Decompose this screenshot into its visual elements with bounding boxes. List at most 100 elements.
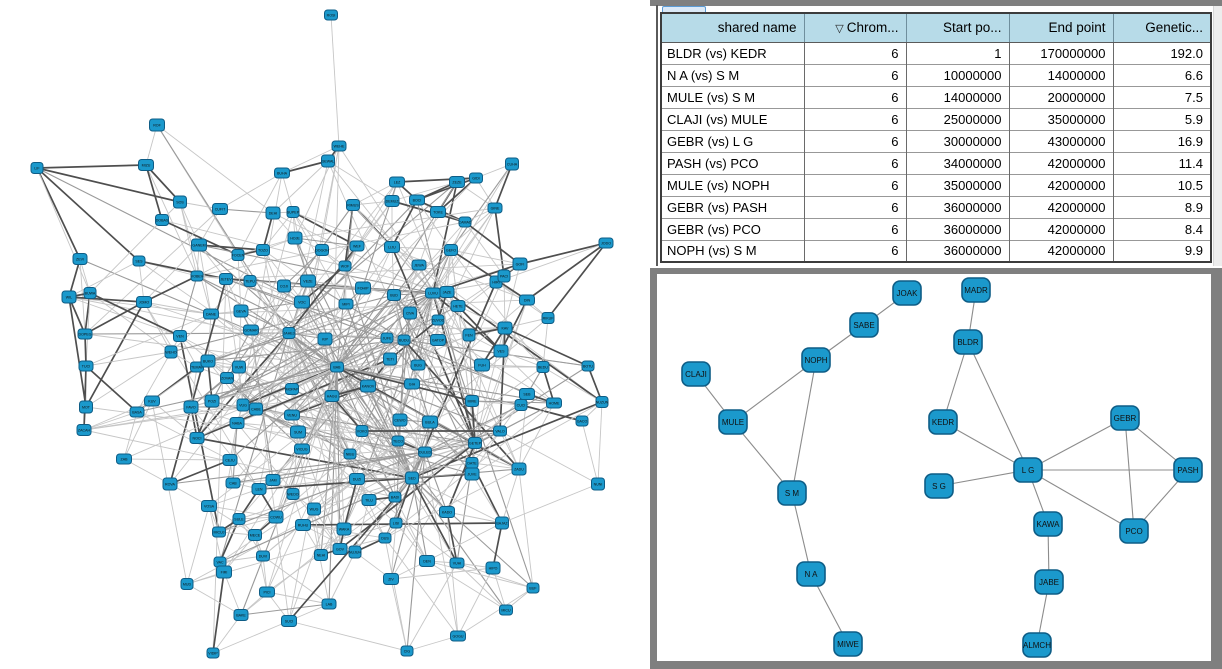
network-edge[interactable] [336,292,434,368]
network-edge[interactable] [474,404,522,444]
network-edge[interactable] [394,496,428,562]
network-node[interactable]: GOV [332,543,348,555]
network-node[interactable]: BAJAZ [495,516,509,530]
table-cell[interactable]: 9.9 [1112,239,1211,262]
network-node[interactable]: NUJUH [348,545,362,559]
network-edge[interactable] [457,587,534,637]
network-node[interactable]: MECE [248,529,262,541]
network-edge[interactable] [457,305,506,329]
network-edge[interactable] [210,299,528,315]
network-edge[interactable] [179,335,240,368]
network-edge[interactable] [367,385,413,479]
network-edge[interactable] [504,327,589,367]
network-edge[interactable] [294,237,338,368]
network-node[interactable]: TUCI [78,360,94,372]
network-edge[interactable] [471,400,555,404]
network-edge[interactable] [411,477,428,562]
network-edge[interactable] [313,508,341,550]
network-edge[interactable] [85,313,212,367]
network-edge[interactable] [211,329,252,402]
table-cell[interactable]: 8.9 [1112,195,1211,218]
network-node[interactable]: VOBEV [190,270,204,282]
network-edge[interactable] [272,160,329,214]
network-edge[interactable] [288,332,473,464]
network-edge[interactable] [240,603,330,616]
network-node[interactable]: S G [924,473,954,499]
network-node[interactable]: DIN [519,294,535,306]
network-edge[interactable] [123,366,338,460]
table-row[interactable]: GEBR (vs) PCO 6 36000000 42000000 8.4 [661,217,1211,240]
network-node[interactable]: DEMUZ [384,195,400,207]
network-edge[interactable] [384,537,459,637]
network-node[interactable]: DANE [203,308,219,320]
network-node[interactable]: GEBR [1110,405,1140,431]
network-edge[interactable] [196,221,466,277]
network-node[interactable]: KANOV [360,379,376,393]
network-edge[interactable] [258,477,413,490]
network-edge[interactable] [391,199,418,248]
network-edge[interactable] [288,264,420,622]
network-edge[interactable] [432,207,496,294]
network-node[interactable]: VUG [236,398,250,412]
network-edge[interactable] [179,335,299,433]
network-node[interactable]: RIMUS [346,199,360,211]
network-edge[interactable] [68,296,145,303]
column-header-end-point[interactable]: End point [1008,13,1113,43]
table-row[interactable]: GEBR (vs) L G 6 30000000 43000000 16.9 [661,129,1211,152]
network-node[interactable]: ZOVAN [220,372,234,384]
network-edge[interactable] [242,211,294,406]
network-edge[interactable] [198,244,264,251]
network-edge[interactable] [288,366,338,622]
network-node[interactable]: NOCI [189,432,205,444]
network-edge[interactable] [84,208,221,335]
table-cell[interactable]: GEBR (vs) PCO [661,217,804,240]
network-node[interactable]: DATE [465,457,479,469]
network-node[interactable]: CUCI [514,399,528,411]
network-edge[interactable] [464,221,521,265]
network-edge[interactable] [791,492,812,575]
network-node[interactable]: PACI [497,269,511,283]
network-edge[interactable] [354,477,413,553]
network-node[interactable]: BOCI [409,194,425,206]
network-edge[interactable] [123,458,171,485]
network-edge[interactable] [424,442,476,453]
network-edge[interactable] [390,522,397,580]
table-cell[interactable]: NOPH (vs) S M [661,239,804,262]
network-edge[interactable] [301,265,346,303]
table-cell[interactable]: 42000000 [1008,151,1113,174]
network-edge[interactable] [313,508,322,556]
network-node[interactable]: S M [777,480,807,506]
network-node[interactable]: GETEP [468,437,482,449]
network-edge[interactable] [542,317,549,368]
table-cell[interactable]: 6 [803,129,906,152]
network-node[interactable]: JUVE [464,467,480,481]
network-edge[interactable] [424,451,448,513]
network-edge[interactable] [291,294,395,416]
network-node[interactable]: GOMAR [243,324,259,336]
table-cell[interactable]: 25000000 [905,107,1009,130]
table-cell[interactable]: 8.4 [1112,217,1211,240]
network-node[interactable]: GOGU [450,630,466,642]
network-edge[interactable] [500,350,555,404]
network-edge[interactable] [307,280,364,289]
network-node[interactable]: SULE [232,513,246,525]
table-cell[interactable]: MULE (vs) S M [661,85,804,108]
network-edge[interactable] [212,278,227,654]
network-node[interactable]: SOS [173,195,187,209]
network-node[interactable]: VENU [284,409,300,421]
network-edge[interactable] [1124,417,1135,532]
network-node[interactable]: JABE [1034,569,1064,595]
network-edge[interactable] [471,401,603,475]
network-node[interactable]: RUHU [295,519,311,531]
network-node[interactable]: ZACAH [76,424,92,436]
network-edge[interactable] [283,249,323,287]
network-node[interactable]: MIRE [465,395,479,407]
table-row[interactable]: PASH (vs) PCO 6 34000000 42000000 11.4 [661,151,1211,174]
network-node[interactable]: DOGOH [315,244,329,256]
network-node[interactable]: JAZE [439,286,455,298]
table-tab-fragment[interactable] [662,6,706,13]
network-edge[interactable] [275,245,358,518]
network-edge[interactable] [85,351,172,408]
network-edge[interactable] [474,299,528,444]
network-edge[interactable] [218,172,283,533]
